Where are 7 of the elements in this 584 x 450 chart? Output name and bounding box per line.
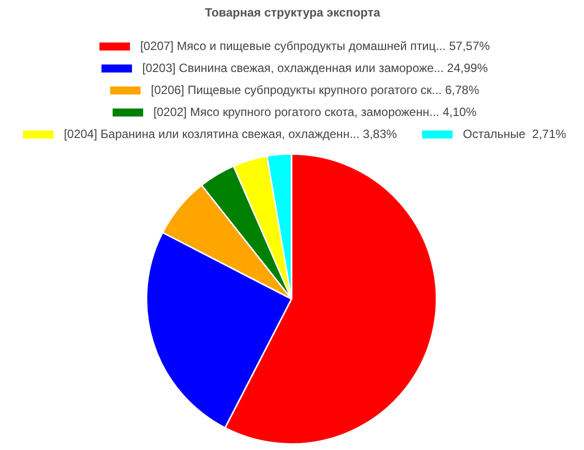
chart-title: Товарная структура экспорта	[204, 6, 380, 20]
legend-label: [0204] Баранина или козлятина свежая, охлажденн... 3,83%	[64, 127, 397, 141]
legend-label: [0203] Свинина свежая, охлажденная или замороже... 24,99%	[142, 61, 488, 75]
legend-label: Остальные 2,71%	[462, 127, 566, 141]
legend-label: [0202] Мясо крупного рогатого скота, замороженн... 4,10%	[153, 105, 477, 119]
legend-label: [0206] Пищевые субпродукты крупного рогатого ск... 6,78%	[150, 83, 480, 97]
legend-label: [0207] Мясо и пищевые субпродукты домашней птиц... 57,57%	[140, 39, 490, 53]
